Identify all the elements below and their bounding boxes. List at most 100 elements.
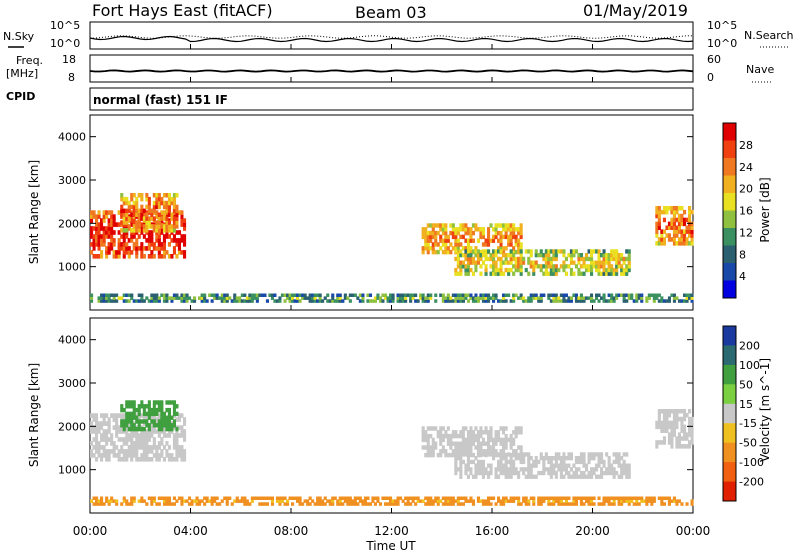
power-cell (318, 296, 322, 300)
power-cell (547, 264, 551, 269)
power-cell (514, 227, 518, 232)
power-cell (547, 271, 551, 276)
power-cell (145, 196, 149, 202)
velocity-cell (564, 502, 568, 506)
velocity-cell (145, 457, 149, 462)
velocity-cell (389, 499, 393, 503)
power-cell (502, 253, 506, 258)
velocity-cell (426, 496, 430, 500)
power-cell (100, 242, 104, 247)
velocity-cell (499, 456, 503, 461)
power-cell (165, 293, 169, 297)
power-cell (610, 267, 614, 273)
velocity-cell (130, 426, 134, 432)
power-cell (605, 253, 609, 258)
power-cell (542, 271, 546, 276)
velocity-cell (456, 496, 460, 500)
velocity-cell (461, 426, 465, 431)
velocity-cell (444, 452, 448, 458)
velocity-cell (677, 499, 681, 503)
power-cell (421, 227, 425, 232)
power-cell (600, 296, 604, 300)
power-cell (125, 216, 129, 221)
velocity-cell (152, 407, 156, 413)
velocity-cell (92, 496, 96, 500)
power-cell (476, 299, 480, 303)
power-cell (680, 241, 684, 246)
power-cell (456, 249, 460, 255)
velocity-cell (451, 496, 455, 500)
velocity-cell (434, 499, 438, 503)
velocity-cell (198, 499, 202, 503)
power-cell (172, 250, 176, 255)
velocity-cell (391, 499, 395, 503)
velocity-cell (562, 502, 566, 506)
power-cell (512, 299, 516, 303)
velocity-cell (667, 424, 671, 430)
velocity-cell (167, 433, 171, 438)
power-cell (459, 264, 463, 269)
power-cell (115, 299, 119, 303)
power-cell (157, 299, 161, 303)
velocity-cell (617, 496, 621, 500)
velocity-cell (559, 463, 563, 468)
velocity-cell (650, 499, 654, 503)
velocity-cell (105, 457, 109, 462)
power-cell (127, 238, 131, 243)
velocity-cell (406, 499, 410, 503)
velocity-cell (620, 463, 624, 468)
freq-trace (89, 69, 694, 73)
power-cell (273, 293, 277, 297)
power-ytick-label: 2000 (58, 217, 86, 230)
velocity-cell (180, 449, 184, 454)
velocity-cell (122, 457, 126, 462)
power-cell (291, 299, 295, 303)
velocity-cell (135, 429, 139, 434)
velocity-cell (667, 502, 671, 506)
velocity-cell (441, 433, 445, 439)
velocity-cell (145, 453, 149, 458)
velocity-cell (100, 437, 104, 442)
velocity-cell (489, 463, 493, 468)
velocity-cell (615, 459, 619, 465)
velocity-cell (125, 449, 129, 454)
power-cell (137, 299, 141, 303)
velocity-cell (672, 499, 676, 503)
velocity-cell (489, 452, 493, 457)
velocity-cell (278, 499, 282, 503)
power-cell (517, 256, 521, 262)
power-cell (288, 296, 292, 300)
power-cell (446, 293, 450, 297)
power-cell (439, 238, 443, 243)
power-cell (497, 271, 501, 276)
power-cell (175, 193, 179, 198)
power-cell (595, 296, 599, 300)
velocity-cell (220, 499, 224, 503)
velocity-cell (627, 467, 631, 472)
power-cell (607, 271, 611, 276)
power-cell (117, 210, 121, 215)
velocity-cell (97, 445, 101, 450)
velocity-cell (688, 420, 692, 426)
velocity-cell (572, 470, 576, 476)
velocity-cell (157, 453, 161, 458)
power-cell (248, 296, 252, 300)
power-cell (92, 246, 96, 251)
power-cell (97, 222, 101, 227)
velocity-cell (635, 502, 639, 506)
power-cell (112, 242, 116, 247)
velocity-cell (476, 499, 480, 503)
velocity-cell (132, 429, 136, 434)
velocity-cell (167, 453, 171, 458)
velocity-cell (328, 499, 332, 503)
velocity-cell (524, 499, 528, 503)
power-cell (582, 296, 586, 300)
velocity-cell (260, 496, 264, 500)
power-cell (607, 260, 611, 265)
power-cell (554, 271, 558, 276)
power-cell (517, 267, 521, 273)
velocity-cell (517, 452, 521, 458)
power-cell (672, 209, 676, 215)
velocity-cell (112, 445, 116, 450)
velocity-cell (333, 496, 337, 500)
